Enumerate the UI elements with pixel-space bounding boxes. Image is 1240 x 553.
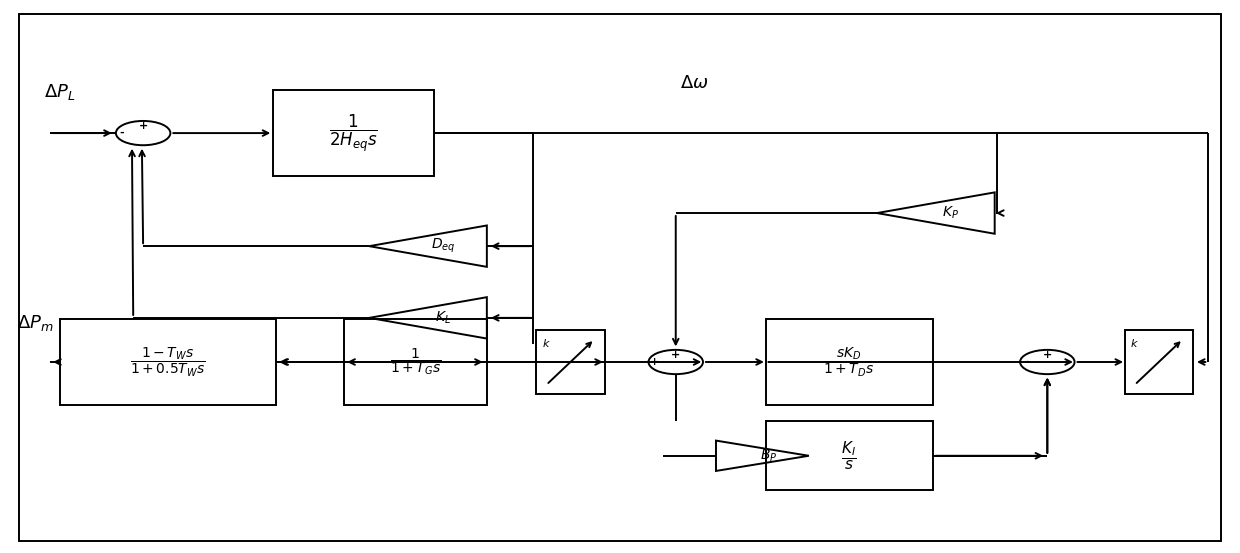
- Text: $\Delta P_L$: $\Delta P_L$: [45, 82, 76, 102]
- Bar: [60, 319, 277, 405]
- Bar: [273, 90, 434, 176]
- Text: $\dfrac{1-T_W s}{1+0.5T_W s}$: $\dfrac{1-T_W s}{1+0.5T_W s}$: [130, 346, 206, 379]
- Text: $\dfrac{1}{1+T_G s}$: $\dfrac{1}{1+T_G s}$: [389, 347, 441, 377]
- Text: k: k: [543, 338, 549, 348]
- Text: -: -: [120, 128, 124, 138]
- Text: $K_L$: $K_L$: [435, 310, 451, 326]
- Text: -: -: [1024, 357, 1029, 367]
- Text: $\dfrac{1}{2H_{eq}s}$: $\dfrac{1}{2H_{eq}s}$: [330, 112, 378, 154]
- Text: +: +: [671, 349, 681, 359]
- Text: +: +: [650, 357, 660, 367]
- Bar: [765, 319, 932, 405]
- Text: $\Delta P_m$: $\Delta P_m$: [17, 314, 53, 333]
- Bar: [345, 319, 487, 405]
- Text: k: k: [1131, 338, 1137, 348]
- Text: $\dfrac{sK_D}{1+T_D s}$: $\dfrac{sK_D}{1+T_D s}$: [823, 346, 875, 379]
- Text: $B_P$: $B_P$: [760, 447, 777, 464]
- Text: +: +: [139, 121, 148, 131]
- Text: $K_P$: $K_P$: [942, 205, 960, 221]
- Bar: [537, 330, 605, 394]
- Bar: [1125, 330, 1193, 394]
- Bar: [765, 421, 932, 491]
- Text: $\Delta\omega$: $\Delta\omega$: [680, 75, 708, 92]
- Text: +: +: [1043, 349, 1052, 359]
- Text: $\dfrac{K_I}{s}$: $\dfrac{K_I}{s}$: [842, 440, 857, 472]
- Text: $D_{eq}$: $D_{eq}$: [430, 237, 455, 255]
